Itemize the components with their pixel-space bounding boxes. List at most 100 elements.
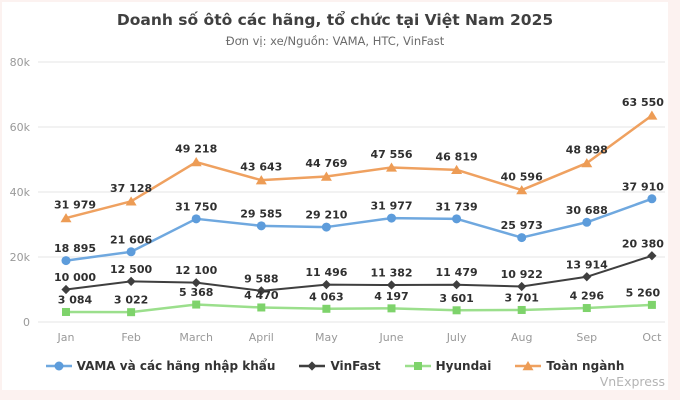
data-label-vinfast: 12 500: [110, 263, 152, 276]
series-line-vama: [64, 197, 654, 262]
series-line-vinfast: [65, 254, 653, 292]
data-label-vama: 21 606: [110, 233, 152, 246]
data-label-toan-nganh: 40 596: [501, 171, 543, 184]
data-point-vama: [647, 194, 657, 204]
legend-label-hyundai: Hyundai: [435, 359, 492, 373]
legend-marker-toan-nganh-icon: [515, 361, 542, 371]
data-label-vama: 30 688: [566, 204, 608, 217]
data-label-hyundai: 3 601: [439, 292, 473, 305]
data-label-vinfast: 11 496: [305, 266, 347, 279]
data-point-toan-nganh: [646, 110, 658, 120]
y-axis-tick-label: 60k: [10, 121, 31, 134]
legend-item-vinfast[interactable]: VinFast: [299, 359, 381, 373]
x-axis-tick-label: May: [315, 331, 338, 344]
y-axis-tick-label: 40k: [10, 186, 31, 199]
data-label-toan-nganh: 47 556: [370, 148, 412, 161]
data-point-toan-nganh: [255, 175, 267, 185]
data-point-toan-nganh: [451, 164, 463, 175]
data-label-vama: 31 739: [436, 200, 478, 213]
chart-card: 0 20k 40k 60k 80k Jan Feb March April May June July…: [2, 2, 668, 390]
data-point-vama: [582, 217, 592, 227]
data-point-hyundai: [582, 304, 591, 313]
x-axis-tick-label: June: [379, 331, 404, 344]
data-label-toan-nganh: 43 643: [240, 161, 282, 174]
data-label-vinfast: 20 380: [622, 237, 664, 250]
data-point-vinfast: [647, 251, 657, 261]
data-label-hyundai: 4 197: [374, 290, 408, 303]
chart-subtitle: Đơn vị: xe/Nguồn: VAMA, HTC, VinFast: [225, 34, 445, 48]
data-label-vinfast: 11 479: [436, 266, 478, 279]
data-label-toan-nganh: 48 898: [566, 144, 608, 157]
data-label-hyundai: 3 022: [114, 294, 148, 307]
data-point-vinfast: [61, 284, 71, 295]
data-label-toan-nganh: 46 819: [436, 150, 478, 163]
data-point-toan-nganh: [125, 196, 137, 206]
legend-item-toan-nganh[interactable]: Toàn ngành: [515, 359, 624, 373]
data-label-vinfast: 12 100: [175, 264, 217, 277]
data-label-vinfast: 13 914: [566, 258, 608, 271]
data-point-vama: [452, 214, 462, 224]
data-label-vinfast: 10 000: [54, 271, 96, 284]
data-point-vama: [387, 213, 396, 223]
data-point-hyundai: [62, 307, 70, 316]
series-hyundai: [62, 300, 656, 317]
data-label-vama: 18 895: [54, 242, 96, 255]
data-label-toan-nganh: 37 128: [110, 182, 152, 195]
series-toan-nganh: [60, 110, 658, 223]
data-point-hyundai: [322, 304, 331, 313]
data-point-vinfast: [191, 278, 201, 288]
legend-item-hyundai[interactable]: Hyundai: [404, 359, 492, 373]
data-point-vinfast: [126, 276, 136, 286]
data-point-vinfast: [386, 280, 397, 290]
data-point-toan-nganh: [60, 213, 72, 223]
chart-title: Doanh số ôtô các hãng, tổ chức tại Việt …: [116, 11, 554, 29]
data-point-vinfast: [321, 280, 331, 290]
legend-label-vama: VAMA và các hãng nhập khẩu: [76, 359, 276, 373]
x-axis-tick-label: Aug: [511, 331, 532, 344]
data-point-vama: [321, 222, 331, 232]
attribution-vnexpress: VnExpress: [599, 374, 665, 389]
series-line-hyundai: [64, 303, 654, 314]
data-point-vama: [61, 256, 71, 266]
chart-legend: VAMA và các hãng nhập khẩu VinFast Hyundai…: [2, 359, 668, 373]
x-axis-tick-label: July: [446, 331, 467, 344]
data-label-vama: 29 210: [305, 209, 347, 222]
data-label-hyundai: 4 470: [244, 289, 279, 302]
data-label-vama: 31 750: [175, 200, 217, 213]
x-axis-tick-label: March: [179, 331, 213, 344]
data-point-toan-nganh: [386, 162, 397, 172]
data-label-hyundai: 3 701: [504, 291, 538, 304]
legend-label-vinfast: VinFast: [330, 359, 381, 373]
data-label-hyundai: 4 296: [570, 290, 605, 303]
data-point-hyundai: [192, 300, 201, 309]
legend-item-vama[interactable]: VAMA và các hãng nhập khẩu: [45, 359, 276, 373]
y-axis-tick-label: 0: [23, 316, 30, 329]
data-point-vama: [256, 221, 266, 231]
data-label-vama: 31 977: [370, 200, 412, 213]
data-point-hyundai: [257, 303, 266, 312]
data-label-vama: 37 910: [622, 180, 664, 193]
data-point-vinfast: [452, 280, 462, 290]
data-point-toan-nganh: [320, 171, 332, 181]
data-point-toan-nganh: [581, 158, 593, 168]
data-point-hyundai: [517, 305, 526, 314]
series-vinfast: [61, 251, 657, 296]
series-vama: [61, 194, 657, 266]
data-label-vinfast: 9 588: [244, 272, 278, 285]
y-axis-tick-label: 20k: [10, 251, 31, 264]
data-point-hyundai: [387, 304, 396, 313]
data-label-vinfast: 11 382: [370, 267, 412, 280]
data-point-vinfast: [256, 286, 266, 296]
x-axis-tick-label: Jan: [57, 331, 75, 344]
x-axis-tick-label: Sep: [576, 331, 597, 344]
data-point-toan-nganh: [516, 185, 528, 195]
chart-plot-area: 0 20k 40k 60k 80k Jan Feb March April May June July…: [10, 56, 665, 344]
data-point-toan-nganh: [190, 157, 202, 167]
data-label-vinfast: 10 922: [501, 268, 543, 281]
series-line-toan-nganh: [64, 114, 654, 220]
legend-marker-vama-icon: [45, 361, 72, 371]
data-label-hyundai: 5 368: [179, 286, 213, 299]
data-label-hyundai: 5 260: [626, 286, 661, 299]
data-label-hyundai: 4 063: [309, 290, 343, 303]
data-label-toan-nganh: 44 769: [305, 157, 347, 170]
